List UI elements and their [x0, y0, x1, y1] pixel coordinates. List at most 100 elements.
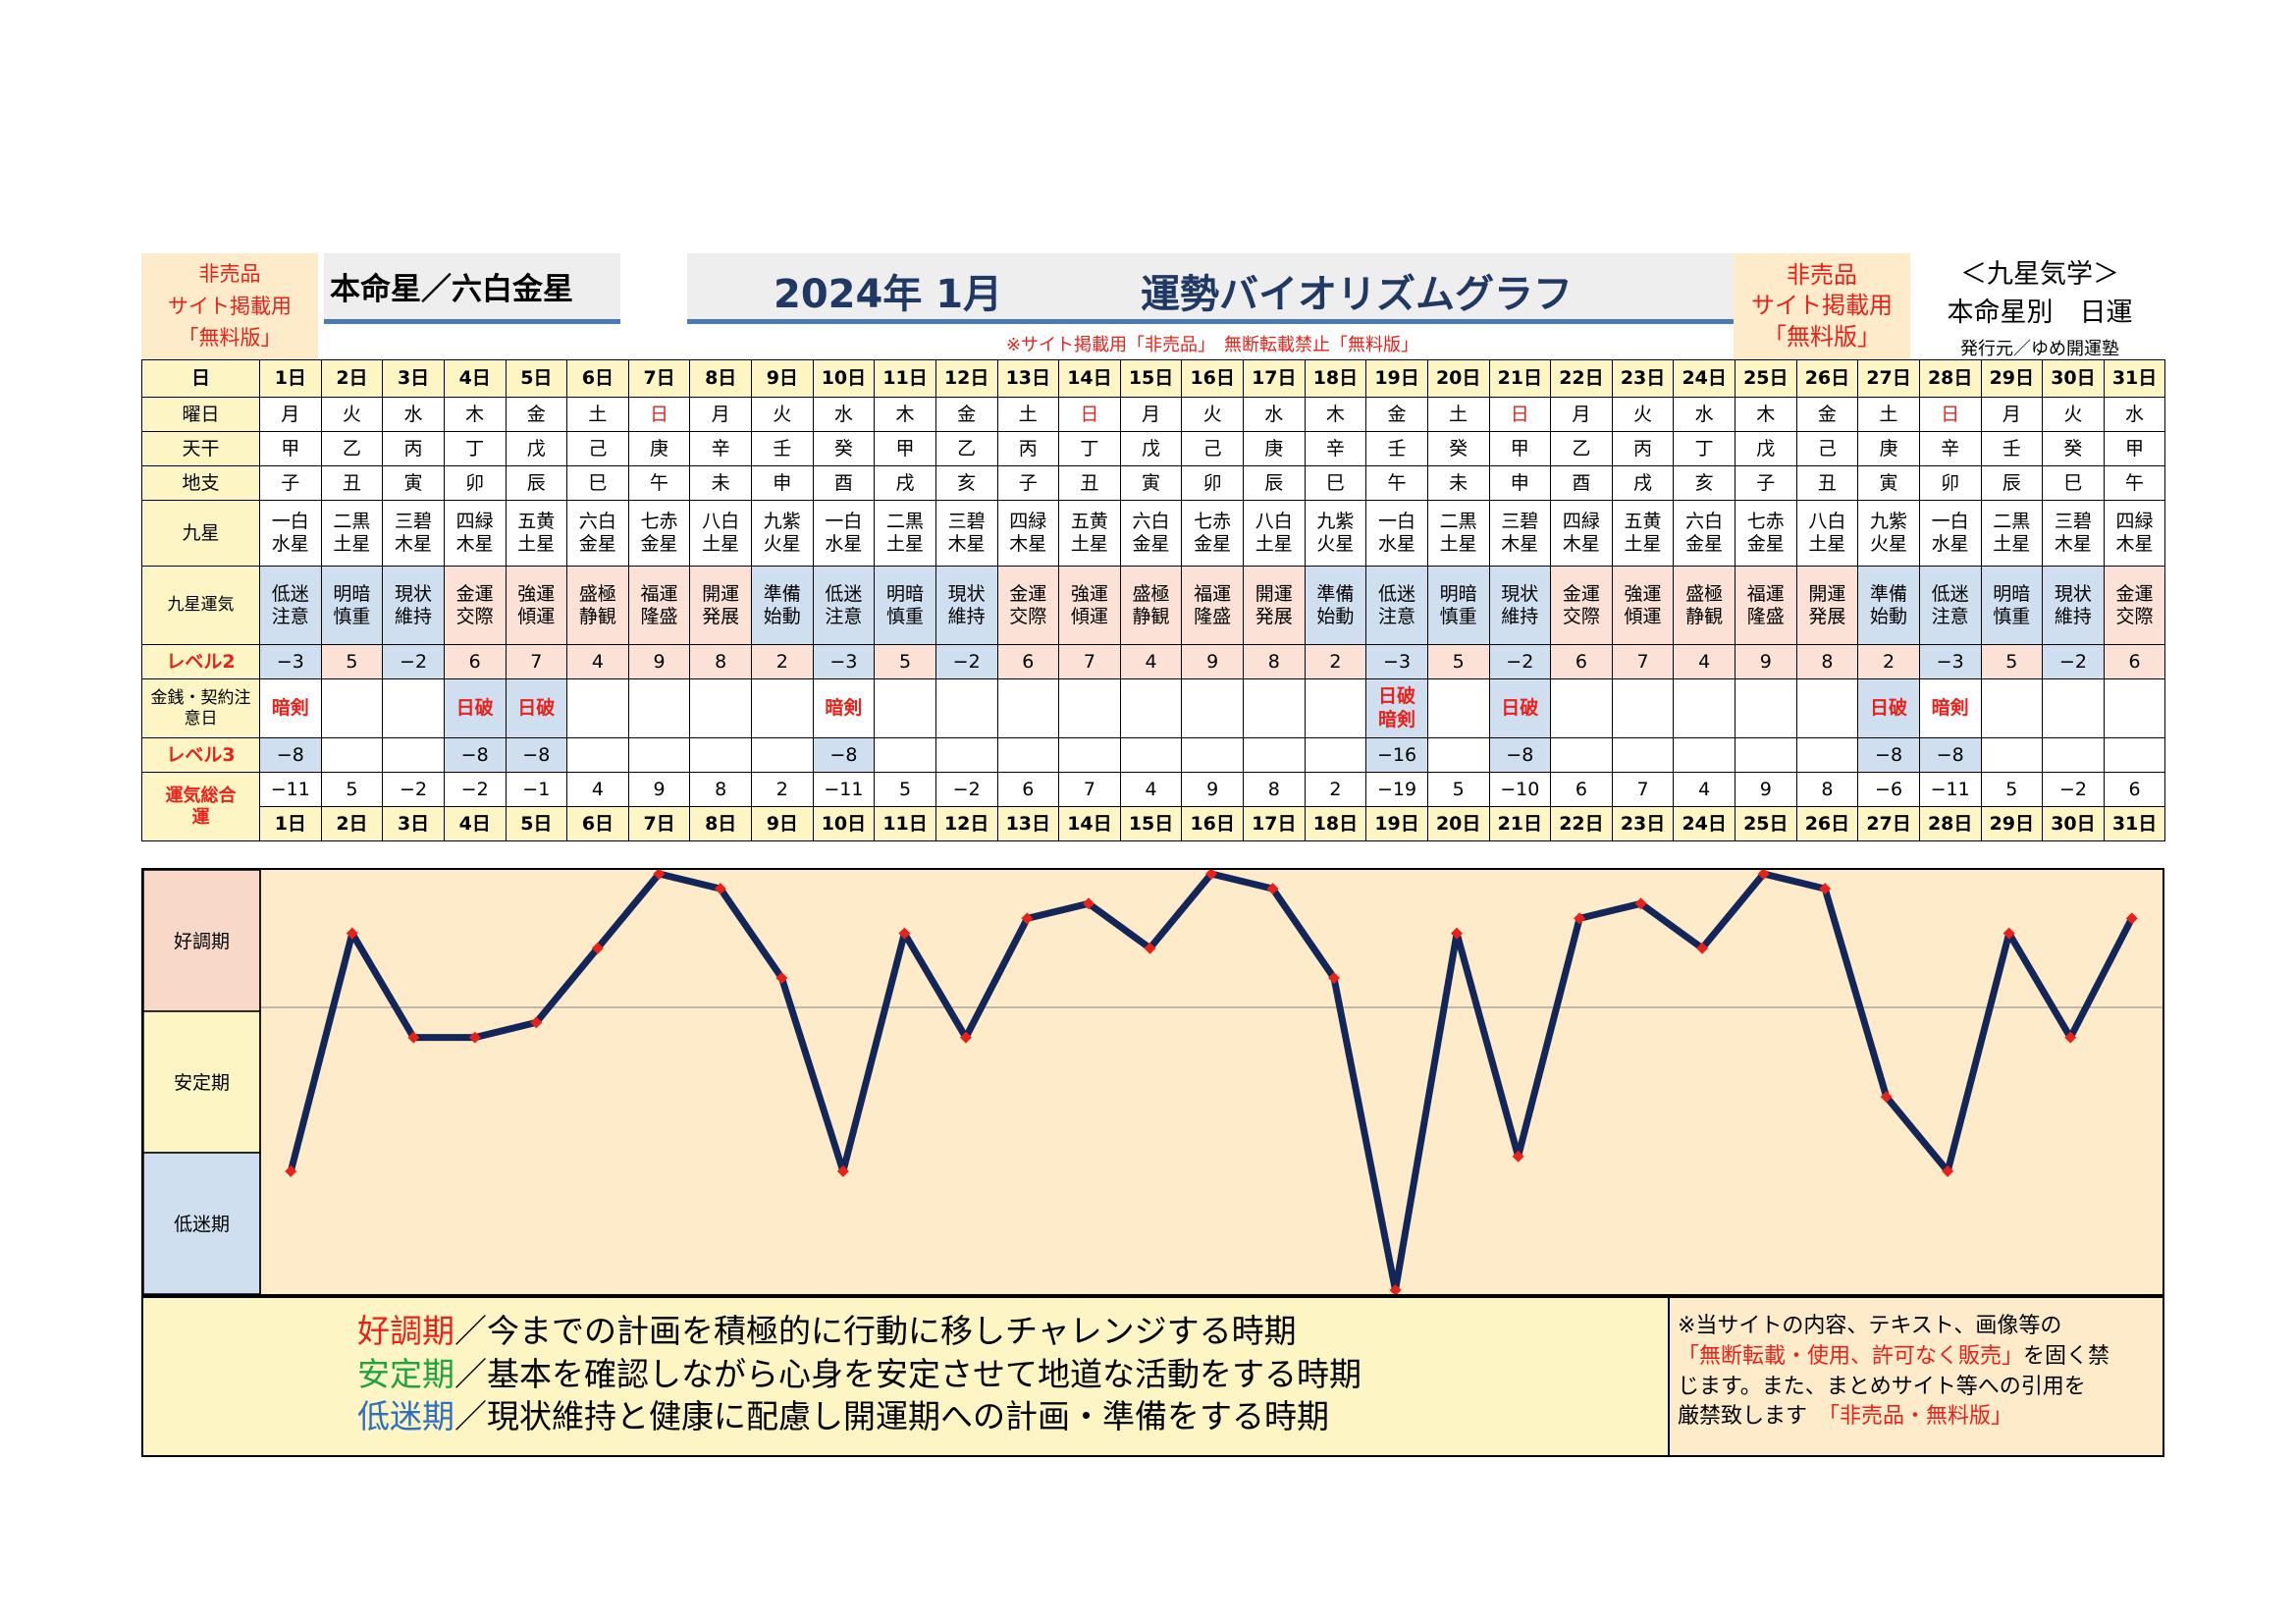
total-cell: 6: [2103, 772, 2166, 807]
level3-cell: [320, 737, 384, 773]
day-cell: 10日: [812, 359, 876, 398]
day-cell: 20日: [1426, 359, 1490, 398]
kinsen-cell: [689, 678, 752, 738]
level3-cell: [996, 737, 1060, 773]
legend-lines: 好調期／今までの計画を積極的に行動に移しチャレンジする時期 安定期／基本を確認し…: [357, 1310, 1362, 1438]
day-cell: 15日: [1119, 359, 1183, 398]
chishi-cell: 未: [689, 465, 752, 501]
unki-cell: 盛極 静観: [1673, 566, 1735, 645]
unki-top: 強運: [1070, 582, 1108, 605]
total-cell: 5: [1426, 772, 1490, 807]
day-cell: 16日: [1181, 359, 1244, 398]
level3-cell: −8: [1918, 737, 1982, 773]
kyusei-top: 五黄: [1070, 511, 1108, 533]
row-label-level3: レベル3: [141, 737, 260, 773]
unki-bottom: 始動: [1870, 605, 1908, 627]
chishi-cell: 亥: [1673, 465, 1735, 501]
total-cell: 9: [1735, 772, 1797, 807]
data-point-25日: [1757, 870, 1770, 880]
level3-cell: −16: [1365, 737, 1428, 773]
kyusei-cell: 三碧 木星: [1488, 500, 1552, 567]
day-cell: 13日: [996, 359, 1060, 398]
day-cell: 1日: [259, 359, 322, 398]
level2-cell: −2: [1488, 644, 1552, 679]
band-stable: [143, 1010, 261, 1154]
day-footer-cell: 29日: [1980, 806, 2044, 841]
kyusei-top: 六白: [1132, 511, 1170, 533]
kyusei-cell: 一白 水星: [1918, 500, 1982, 567]
tenkan-cell: 丁: [1058, 431, 1121, 466]
unki-bottom: 傾運: [517, 605, 556, 627]
tenkan-cell: 辛: [1304, 431, 1367, 466]
weekday-cell: 日: [1918, 397, 1982, 432]
kyusei-cell: 六白 金星: [1673, 500, 1735, 567]
unki-bottom: 維持: [947, 605, 986, 627]
chishi-cell: 午: [2103, 465, 2166, 501]
kinsen-cell: 暗剣: [1918, 678, 1982, 738]
unki-top: 開運: [1255, 582, 1293, 605]
unki-top: 福運: [1746, 582, 1785, 605]
unki-bottom: 交際: [455, 605, 494, 627]
unki-cell: 福運 隆盛: [627, 566, 691, 645]
data-point-12日: [959, 1031, 972, 1044]
level3-cell: [627, 737, 691, 773]
row-label-kyusei: 九星: [141, 500, 260, 567]
data-point-1日: [285, 1164, 297, 1177]
data-point-7日: [653, 870, 666, 880]
unki-bottom: 注意: [1931, 605, 1969, 627]
title-bar: 2024年 1月 運勢バイオリズムグラフ: [687, 253, 1734, 324]
unki-top: 明暗: [1439, 582, 1477, 605]
total-cell: 7: [1611, 772, 1675, 807]
tenkan-cell: 丙: [1611, 431, 1675, 466]
level2-cell: 7: [1611, 644, 1675, 679]
unki-cell: 現状 維持: [1488, 566, 1552, 645]
tenkan-cell: 甲: [1488, 431, 1552, 466]
unki-top: 現状: [1501, 582, 1539, 605]
day-cell: 29日: [1980, 359, 2044, 398]
kyusei-cell: 九紫 火星: [1304, 500, 1367, 567]
total-cell: 5: [1980, 772, 2044, 807]
day-footer-cell: 26日: [1795, 806, 1859, 841]
kyusei-info: ＜九星気学＞ 本命星別 日運 発行元／ゆめ開運塾: [1914, 253, 2165, 359]
kyusei-sub: 本命星別 日運: [1947, 298, 2133, 328]
unki-cell: 明暗 慎重: [874, 566, 936, 645]
band-low-label: 低迷期: [174, 1214, 230, 1235]
kyusei-top: 四緑: [1009, 511, 1047, 533]
kyusei-top: 六白: [1685, 511, 1724, 533]
unki-cell: 現状 維持: [382, 566, 445, 645]
tenkan-cell: 甲: [2103, 431, 2166, 466]
day-cell: 27日: [1857, 359, 1920, 398]
kyusei-cell: 一白 水星: [259, 500, 322, 567]
level2-cell: 6: [443, 644, 507, 679]
unki-bottom: 発展: [1808, 605, 1846, 627]
day-footer-cell: 13日: [996, 806, 1060, 841]
unki-cell: 金運 交際: [443, 566, 507, 645]
unki-top: 準備: [763, 582, 801, 605]
honmeisei-label: 本命星／六白金星: [324, 253, 620, 324]
day-cell: 9日: [751, 359, 814, 398]
total-cell: 5: [320, 772, 384, 807]
kyusei-top: 八白: [1808, 511, 1846, 533]
day-cell: 30日: [2042, 359, 2105, 398]
kyusei-cell: 七赤 金星: [1181, 500, 1244, 567]
chishi-cell: 寅: [1857, 465, 1920, 501]
level3-cell: [382, 737, 445, 773]
kyusei-cell: 二黒 土星: [1980, 500, 2044, 567]
day-cell: 11日: [874, 359, 936, 398]
disclaimer-tail: を固く禁: [2023, 1343, 2110, 1369]
row-unki: 九星運気 低迷 注意 明暗 慎重 現状 維持 金運 交際 強運 傾運 盛極 静観 福運 隆盛 開運 発展 準備 始動…: [141, 566, 2166, 645]
tenkan-cell: 己: [1181, 431, 1244, 466]
level2-cell: 8: [1795, 644, 1859, 679]
kinsen-cell: 日破 暗剣: [1365, 678, 1428, 738]
level3-cell: [1181, 737, 1244, 773]
total-cell: 8: [1243, 772, 1306, 807]
level2-cell: 5: [1426, 644, 1490, 679]
tenkan-cell: 丁: [1673, 431, 1735, 466]
unki-top: 金運: [2115, 582, 2154, 605]
data-point-19日: [1389, 1284, 1402, 1294]
right-notice: 非売品 サイト掲載用 「無料版」: [1734, 253, 1910, 359]
kyusei-bottom: 金星: [1746, 533, 1785, 555]
row-label-kinsen: 金銭・契約注意日: [141, 678, 260, 738]
unki-bottom: 静観: [1132, 605, 1170, 627]
unki-top: 金運: [1009, 582, 1047, 605]
